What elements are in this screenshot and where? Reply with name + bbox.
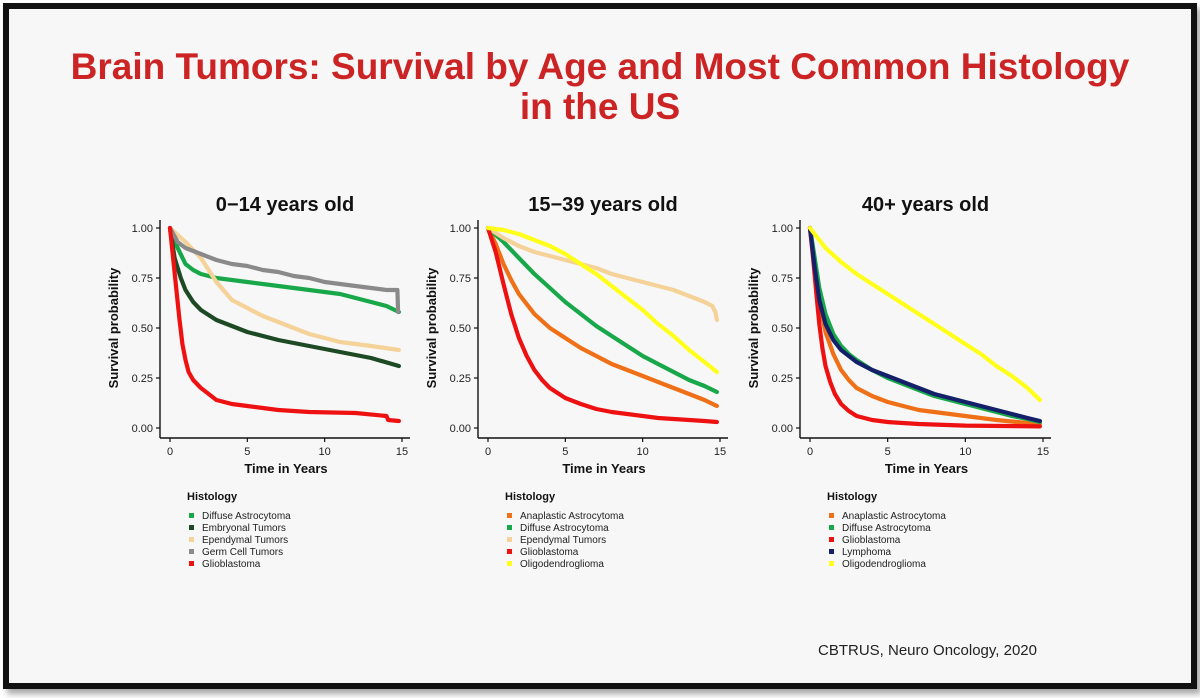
slide-title-line-2: in the US [519,86,681,127]
citation: CBTRUS, Neuro Oncology, 2020 [818,642,1037,659]
legend-title: Histology [827,491,878,503]
series-line-lymphoma [807,225,1042,424]
legend-swatch [507,513,512,518]
chart-panel-1: 0−14 years old 0.00 0.25 0.50 0.75 1.00 0 5 10 15… [106,194,410,570]
series-line-diffuse-astrocytoma [485,225,719,395]
y-tick-label: 1.00 [772,223,793,235]
x-tick-label: 0 [485,446,491,458]
slide-title: Brain Tumors: Survival by Age and Most C… [9,47,1191,127]
series-line-oligodendroglioma [807,225,1042,403]
legend-swatch [189,525,194,530]
series-line-embryonal-tumors [167,225,401,369]
legend-swatch [507,537,512,542]
legend-swatch [507,561,512,566]
slide-title-line-1: Brain Tumors: Survival by Age and Most C… [70,46,1130,87]
series-line-diffuse-astrocytoma [167,225,401,315]
y-tick-label: 0.75 [450,273,471,285]
x-tick-label: 5 [562,446,568,458]
y-tick-label: 0.25 [450,373,471,385]
x-tick-label: 15 [396,446,408,458]
y-axis-label: Survival probability [106,267,121,388]
y-tick-label: 0.50 [772,323,793,335]
legend-swatch [507,549,512,554]
x-tick-label: 5 [885,446,891,458]
chart-panel-2: 15−39 years old 0.00 0.25 0.50 0.75 1.00 0 5 10 1… [424,194,728,570]
chart-panel-3: 40+ years old 0.00 0.25 0.50 0.75 1.00 0 5 10 15 T… [746,194,1051,570]
series-line-glioblastoma [167,225,401,424]
legend-item-label: Diffuse Astrocytoma [202,511,291,522]
y-tick-label: 0.75 [132,273,153,285]
series-line-ependymal-tumors [167,225,401,353]
y-axis-label: Survival probability [746,267,761,388]
legend-swatch [189,537,194,542]
legend-item-label: Germ Cell Tumors [202,547,283,558]
legend-title: Histology [187,491,238,503]
x-axis-label: Time in Years [244,461,327,476]
legend-title: Histology [505,491,556,503]
x-tick-label: 5 [244,446,250,458]
legend-item-label: Embryonal Tumors [202,523,286,534]
x-tick-label: 0 [167,446,173,458]
legend-swatch [829,549,834,554]
legend-swatch [189,561,194,566]
y-tick-label: 0.50 [450,323,471,335]
legend-swatch [829,561,834,566]
series-line-oligodendroglioma [485,225,719,375]
y-tick-label: 0.00 [450,423,471,435]
y-tick-label: 1.00 [450,223,471,235]
legend-item-label: Diffuse Astrocytoma [520,523,609,534]
y-tick-label: 0.25 [132,373,153,385]
chart-title: 15−39 years old [528,194,678,216]
legend-item-label: Glioblastoma [202,559,261,570]
legend-item-label: Ependymal Tumors [202,535,288,546]
legend-item-label: Glioblastoma [842,535,901,546]
series-line-glioblastoma [485,225,719,425]
legend-item-label: Oligodendroglioma [520,559,604,570]
series-line-ependymal-tumors [485,225,719,323]
series-line-glioblastoma [807,225,1042,429]
legend-swatch [829,513,834,518]
legend-swatch [507,525,512,530]
x-axis-label: Time in Years [562,461,645,476]
legend-item-label: Anaplastic Astrocytoma [842,511,946,522]
series-line-anaplastic-astrocytoma [485,225,719,409]
y-axis-label: Survival probability [424,267,439,388]
x-tick-label: 0 [807,446,813,458]
slide-frame: Brain Tumors: Survival by Age and Most C… [3,3,1197,689]
chart-title: 0−14 years old [216,194,354,216]
legend-swatch [189,513,194,518]
legend-item-label: Diffuse Astrocytoma [842,523,931,534]
x-tick-label: 15 [714,446,726,458]
legend-item-label: Anaplastic Astrocytoma [520,511,624,522]
legend-item-label: Glioblastoma [520,547,579,558]
legend-swatch [829,537,834,542]
x-tick-label: 10 [959,446,971,458]
y-tick-label: 0.00 [132,423,153,435]
x-tick-label: 10 [637,446,649,458]
legend-item-label: Oligodendroglioma [842,559,926,570]
y-tick-label: 0.25 [772,373,793,385]
x-axis-label: Time in Years [885,461,968,476]
legend-item-label: Ependymal Tumors [520,535,606,546]
series-line-germ-cell-tumors [167,225,401,315]
series-line-diffuse-astrocytoma [807,225,1042,425]
x-tick-label: 10 [319,446,331,458]
y-tick-label: 0.75 [772,273,793,285]
y-tick-label: 0.50 [132,323,153,335]
y-tick-label: 0.00 [772,423,793,435]
legend-swatch [829,525,834,530]
legend-item-label: Lymphoma [842,547,892,558]
y-tick-label: 1.00 [132,223,153,235]
x-tick-label: 15 [1037,446,1049,458]
chart-title: 40+ years old [862,194,989,216]
legend-swatch [189,549,194,554]
